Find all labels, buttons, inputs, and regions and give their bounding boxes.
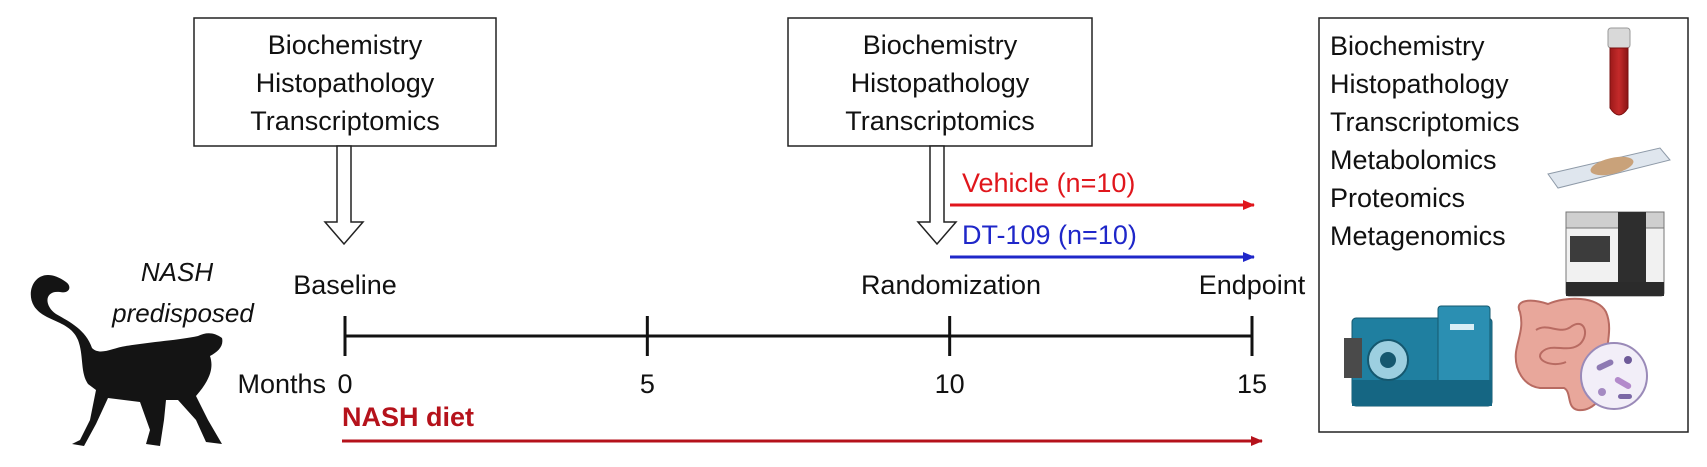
randomization-sampling-box: Biochemistry Histopathology Transcriptom… (787, 17, 1093, 147)
subject-label-line2: predisposed (111, 298, 255, 328)
baseline-box-line-2: Histopathology (256, 68, 435, 98)
analysis-transcriptomics: Transcriptomics (1330, 107, 1520, 137)
sequencer-icon (1565, 211, 1665, 297)
blood-tube-icon (1607, 27, 1631, 116)
randomization-box-line-1: Biochemistry (863, 30, 1018, 60)
baseline-sampling-box: Biochemistry Histopathology Transcriptom… (193, 17, 497, 147)
tissue-slide-icon (1547, 147, 1671, 189)
randomization-box-line-3: Transcriptomics (845, 106, 1035, 136)
analysis-metagenomics: Metagenomics (1330, 221, 1506, 251)
timeline-unit-label: Months (237, 369, 326, 399)
analysis-histopathology: Histopathology (1330, 69, 1509, 99)
analysis-metabolomics: Metabolomics (1330, 145, 1497, 175)
diet-label: NASH diet (342, 402, 474, 432)
vehicle-arm-label: Vehicle (n=10) (962, 168, 1135, 198)
milestone-baseline: Baseline (293, 270, 397, 300)
dt109-arm-label: DT-109 (n=10) (962, 220, 1137, 250)
baseline-box-line-3: Transcriptomics (250, 106, 440, 136)
timeline-axis: 0 5 10 15 (337, 316, 1267, 399)
timeline-tick-label: 10 (935, 369, 965, 399)
monkey-silhouette-icon (30, 275, 223, 446)
analysis-biochemistry: Biochemistry (1330, 31, 1485, 61)
timeline-tick-label: 0 (337, 369, 352, 399)
milestone-endpoint: Endpoint (1199, 270, 1306, 300)
baseline-down-arrow (323, 145, 365, 246)
randomization-box-line-2: Histopathology (851, 68, 1030, 98)
gut-microbiome-icon (1514, 297, 1648, 412)
mass-spectrometer-icon (1344, 305, 1493, 407)
endpoint-analyses-panel: Biochemistry Histopathology Transcriptom… (1318, 17, 1689, 433)
timeline-tick-label: 15 (1237, 369, 1267, 399)
baseline-box-line-1: Biochemistry (268, 30, 423, 60)
timeline-tick-label: 5 (640, 369, 655, 399)
milestone-randomization: Randomization (861, 270, 1041, 300)
subject-label-line1: NASH (141, 257, 213, 287)
analysis-proteomics: Proteomics (1330, 183, 1465, 213)
randomization-down-arrow (916, 145, 958, 246)
